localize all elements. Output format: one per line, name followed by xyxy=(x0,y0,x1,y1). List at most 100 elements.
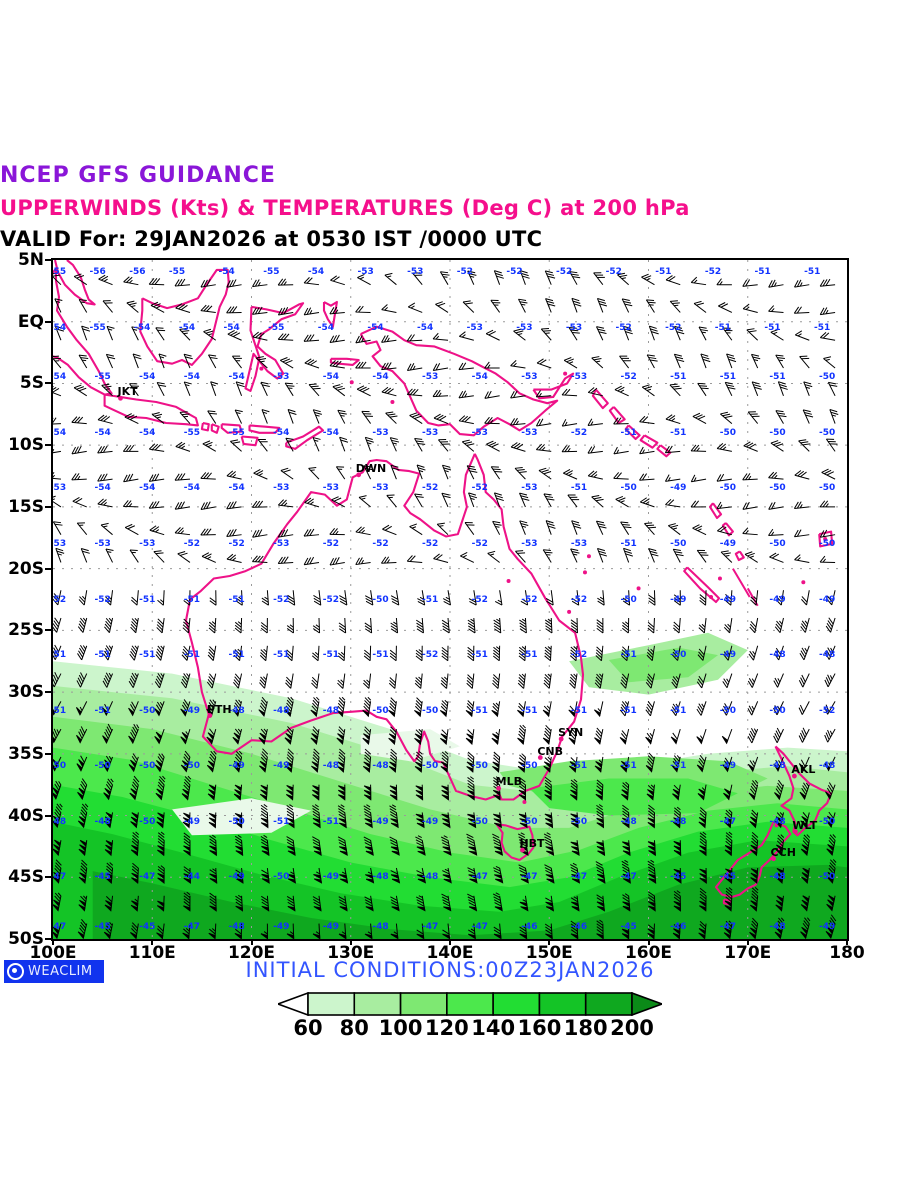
wind-barb xyxy=(826,859,837,884)
colorbar-tick-label: 200 xyxy=(610,1016,654,1040)
wind-barb xyxy=(364,436,374,452)
wind-barb xyxy=(130,922,139,939)
wind-barb xyxy=(234,812,243,829)
temperature-value-label: -50 xyxy=(273,872,290,883)
wind-barb xyxy=(104,840,114,857)
wind-barb xyxy=(78,895,88,912)
wind-barb xyxy=(673,590,681,606)
wind-barb xyxy=(97,414,113,425)
wind-barb xyxy=(519,520,529,535)
wind-barb xyxy=(510,417,526,426)
temperature-value-label: -56 xyxy=(129,267,146,278)
colorbar-segment xyxy=(538,992,587,1016)
temperature-value-label: -53 xyxy=(521,538,538,549)
temperature-value-label: -47 xyxy=(570,872,588,883)
wind-barb xyxy=(819,278,836,287)
wind-barb xyxy=(773,645,784,661)
wind-barb xyxy=(801,867,810,884)
wind-barb xyxy=(363,645,372,662)
wind-barb xyxy=(544,270,556,285)
wind-barb xyxy=(517,753,526,773)
wind-barb xyxy=(53,756,62,772)
wind-barb-layer xyxy=(53,270,839,939)
temperature-value-label: -51 xyxy=(183,650,201,661)
wind-barb xyxy=(545,895,554,912)
wind-barb xyxy=(692,524,707,536)
wind-barb xyxy=(156,617,165,634)
wind-barb xyxy=(156,382,167,397)
wind-barb xyxy=(587,470,603,480)
temperature-value-label: -48 xyxy=(372,761,389,772)
y-axis-tick-mark xyxy=(45,938,53,940)
wind-barb xyxy=(748,780,759,801)
wind-barb xyxy=(130,895,139,912)
wind-barb xyxy=(491,729,501,746)
wind-barb xyxy=(181,645,191,661)
wind-barb xyxy=(800,834,811,857)
city-label-syn: SYN xyxy=(558,726,584,739)
wind-barb xyxy=(742,473,758,481)
wind-barb xyxy=(287,867,296,884)
wind-barb xyxy=(698,326,709,341)
wind-barb xyxy=(593,701,604,718)
temperature-value-label: -51 xyxy=(714,322,732,333)
wind-barb xyxy=(696,728,707,745)
wind-barb xyxy=(183,891,191,912)
wind-barb xyxy=(673,840,682,857)
temperature-value-label: -51 xyxy=(670,372,687,383)
wind-barb xyxy=(672,645,681,661)
y-axis-tick-mark xyxy=(45,629,53,632)
wind-barb xyxy=(829,409,839,424)
wind-barb xyxy=(467,617,476,634)
wind-barb xyxy=(484,361,500,369)
y-axis-tick-mark xyxy=(45,444,53,447)
temperature-value-label: -52 xyxy=(322,594,340,605)
city-marker-dot xyxy=(356,472,362,478)
wind-barb xyxy=(156,923,165,939)
wind-barb xyxy=(800,617,810,633)
wind-barb xyxy=(53,803,63,829)
map-vector-layer xyxy=(53,260,847,939)
wind-barb xyxy=(721,728,733,745)
wind-barb xyxy=(336,726,346,746)
temperature-value-label: -51 xyxy=(273,650,290,661)
wind-barb xyxy=(623,547,633,563)
wind-barb xyxy=(286,923,295,939)
wind-barb xyxy=(415,835,426,856)
wind-barb xyxy=(389,784,398,801)
temperature-value-label: -48 xyxy=(94,816,111,827)
wind-barb xyxy=(742,527,758,536)
temperature-value-label: -49 xyxy=(322,872,340,883)
wind-barb xyxy=(53,672,62,688)
wind-barb xyxy=(493,865,504,884)
wind-barb xyxy=(520,590,529,606)
x-axis-tick-label: 100E xyxy=(29,943,77,963)
wind-barb xyxy=(71,445,87,455)
wind-barb xyxy=(593,272,605,285)
city-label-pth: PTH xyxy=(206,702,232,716)
wind-barb xyxy=(595,779,604,801)
weaclim-logo-badge[interactable]: WEACLIM xyxy=(4,960,104,983)
wind-barb xyxy=(798,673,810,688)
wind-barb xyxy=(363,673,372,689)
wind-barb xyxy=(53,644,62,660)
wind-barb xyxy=(462,300,475,313)
y-axis-tick-label: 5N xyxy=(17,250,44,270)
temperature-value-label: -55 xyxy=(168,267,186,278)
wind-barb xyxy=(261,895,270,912)
wind-barb xyxy=(235,590,243,606)
wind-barb xyxy=(613,417,629,425)
wind-barb xyxy=(543,832,555,856)
wind-barb xyxy=(468,923,476,939)
weather-map-panel[interactable]: -55 -56 -56 -55 -54 -55 -54 -53 -53 -52 -52 -52 -52 -… xyxy=(51,258,849,941)
wind-barb xyxy=(794,554,810,563)
wind-barb xyxy=(73,384,88,397)
temperature-value-label: -51 xyxy=(51,650,67,661)
wind-barb xyxy=(390,923,399,939)
wind-barb xyxy=(544,923,553,939)
wind-barb xyxy=(233,784,243,801)
city-label-cnb: CNB xyxy=(537,744,563,758)
city-marker-dot xyxy=(791,773,797,779)
windspeed-shading-band xyxy=(608,647,718,683)
wind-barb xyxy=(750,832,759,857)
